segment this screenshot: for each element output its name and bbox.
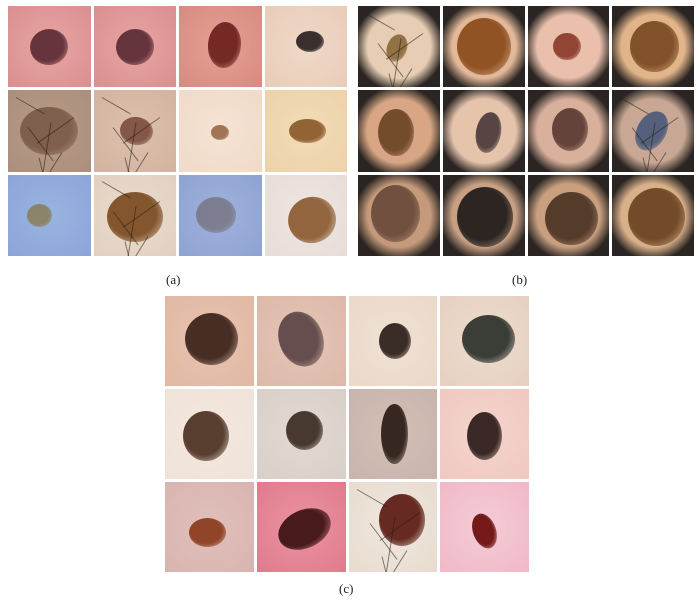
dermoscopy-image-a-5 (8, 90, 91, 172)
dermoscopy-image-a-6 (93, 90, 176, 172)
panel-b-grid (358, 6, 694, 256)
dermoscopy-image-c-9 (165, 482, 254, 572)
panel-a-grid (8, 6, 347, 256)
dermoscopy-image-b-4 (612, 6, 694, 88)
panel-c-grid (165, 296, 529, 572)
dermoscopy-image-a-2 (93, 6, 176, 88)
dermoscopy-image-c-12 (440, 482, 529, 572)
dermoscopy-image-b-3 (527, 6, 610, 88)
dermoscopy-image-a-9 (8, 174, 91, 256)
dermoscopy-image-b-9 (358, 174, 440, 256)
dermoscopy-image-a-4 (264, 6, 347, 88)
dermoscopy-image-b-8 (612, 90, 694, 172)
dermoscopy-image-b-7 (527, 90, 610, 172)
dermoscopy-image-a-3 (179, 6, 262, 88)
dermoscopy-image-a-12 (264, 174, 347, 256)
dermoscopy-image-c-5 (165, 389, 254, 479)
panel-c-label: (c) (339, 581, 354, 596)
dermoscopy-image-b-2 (442, 6, 525, 88)
dermoscopy-image-a-1 (8, 6, 91, 88)
dermoscopy-image-b-6 (442, 90, 525, 172)
dermoscopy-image-c-4 (440, 296, 529, 386)
dermoscopy-image-b-5 (358, 90, 440, 172)
dermoscopy-image-b-1 (358, 6, 440, 88)
panel-a-label: (a) (166, 272, 181, 287)
dermoscopy-image-a-7 (179, 90, 262, 172)
dermoscopy-image-c-6 (256, 389, 346, 479)
dermoscopy-image-a-11 (179, 174, 262, 256)
panel-b-label: (b) (512, 272, 528, 287)
dermoscopy-image-b-11 (527, 174, 610, 256)
dermoscopy-image-b-12 (612, 174, 694, 256)
dermoscopy-image-c-3 (348, 296, 438, 386)
dermoscopy-image-c-1 (165, 296, 254, 386)
dermoscopy-image-c-11 (348, 482, 438, 572)
dermoscopy-image-c-10 (256, 482, 346, 572)
dermoscopy-image-c-2 (256, 296, 346, 386)
dermoscopy-image-a-8 (264, 90, 347, 172)
dermoscopy-image-c-7 (348, 389, 438, 479)
dermoscopy-image-c-8 (440, 389, 529, 479)
dermoscopy-image-a-10 (93, 174, 176, 256)
dermoscopy-image-b-10 (442, 174, 525, 256)
